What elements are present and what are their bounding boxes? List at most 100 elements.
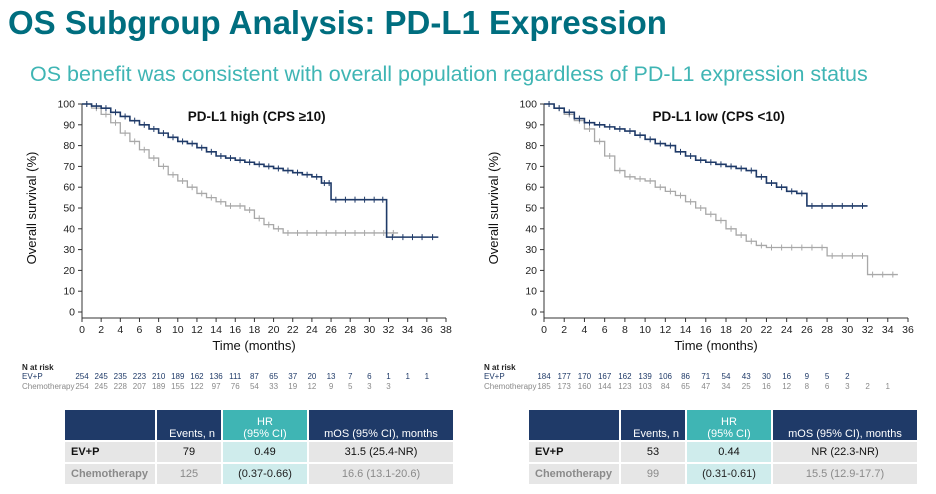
risk-value: 86 bbox=[681, 372, 690, 381]
risk-value: 245 bbox=[94, 372, 108, 381]
risk-value: 84 bbox=[660, 382, 670, 391]
hr-arm: EV+P bbox=[65, 442, 155, 462]
hr-mos: 31.5 (25.4-NR) bbox=[309, 442, 453, 462]
page-title: OS Subgroup Analysis: PD-L1 Expression bbox=[8, 4, 667, 41]
risk-value: 210 bbox=[151, 372, 166, 381]
x-tick-label: 6 bbox=[602, 324, 608, 336]
hr-row-chemo: Chemotherapy 125 (0.37-0.66) 16.6 (13.1-… bbox=[65, 464, 453, 484]
risk-value: 54 bbox=[721, 372, 731, 381]
risk-value: 34 bbox=[721, 382, 731, 391]
risk-value: 8 bbox=[804, 382, 810, 391]
risk-value: 97 bbox=[211, 382, 221, 391]
x-tick-label: 16 bbox=[229, 324, 241, 336]
hr-table-header-row: Events, n HR (95% CI) mOS (95% CI), mont… bbox=[529, 410, 917, 440]
hr-value: 0.49 bbox=[223, 442, 307, 462]
y-tick-label: 80 bbox=[63, 140, 75, 152]
hr-header-mos: mOS (95% CI), months bbox=[309, 410, 453, 440]
y-tick-label: 10 bbox=[525, 286, 537, 298]
x-tick-label: 32 bbox=[383, 324, 395, 336]
x-tick-label: 20 bbox=[740, 324, 752, 336]
risk-value: 185 bbox=[537, 382, 551, 391]
risk-value: 2 bbox=[845, 372, 850, 381]
hr-table-header-row: Events, n HR (95% CI) mOS (95% CI), mont… bbox=[65, 410, 453, 440]
risk-value: 155 bbox=[171, 382, 185, 391]
x-tick-label: 12 bbox=[659, 324, 671, 336]
y-tick-label: 20 bbox=[63, 265, 75, 277]
y-axis-label: Overall survival (%) bbox=[24, 152, 39, 265]
x-tick-label: 4 bbox=[582, 324, 588, 336]
risk-value: 189 bbox=[171, 372, 185, 381]
risk-value: 71 bbox=[701, 372, 711, 381]
y-tick-label: 0 bbox=[69, 307, 75, 319]
risk-value: 3 bbox=[367, 382, 372, 391]
x-tick-label: 28 bbox=[344, 324, 356, 336]
panel-title: PD-L1 high (CPS ≥10) bbox=[188, 109, 326, 124]
risk-value: 2 bbox=[865, 382, 870, 391]
risk-value: 3 bbox=[845, 382, 850, 391]
risk-value: 139 bbox=[638, 372, 652, 381]
hr-row-evp: EV+P 79 0.49 31.5 (25.4-NR) bbox=[65, 442, 453, 462]
y-tick-label: 100 bbox=[519, 99, 537, 111]
x-tick-label: 18 bbox=[720, 324, 732, 336]
km-curve-chemotherapy bbox=[544, 103, 898, 276]
x-tick-label: 0 bbox=[541, 324, 547, 336]
hr-table-pdl1-low: Events, n HR (95% CI) mOS (95% CI), mont… bbox=[527, 408, 919, 486]
x-tick-label: 2 bbox=[561, 324, 567, 336]
x-tick-label: 10 bbox=[639, 324, 651, 336]
y-tick-label: 90 bbox=[63, 119, 75, 131]
x-tick-label: 34 bbox=[402, 324, 414, 336]
risk-heading: N at risk bbox=[22, 363, 54, 372]
risk-value: 54 bbox=[249, 382, 259, 391]
hr-ci: (0.31-0.61) bbox=[687, 464, 771, 484]
x-tick-label: 16 bbox=[700, 324, 712, 336]
x-tick-label: 38 bbox=[440, 324, 452, 336]
risk-value: 65 bbox=[681, 382, 690, 391]
y-tick-label: 50 bbox=[63, 203, 75, 215]
risk-value: 170 bbox=[577, 372, 592, 381]
x-tick-label: 26 bbox=[801, 324, 813, 336]
risk-row-label: EV+P bbox=[484, 372, 505, 381]
risk-value: 19 bbox=[288, 382, 298, 391]
hr-events: 53 bbox=[621, 442, 685, 462]
hr-arm: Chemotherapy bbox=[65, 464, 155, 484]
risk-value: 43 bbox=[741, 372, 751, 381]
x-axis-label: Time (months) bbox=[212, 338, 295, 353]
risk-table-pdl1-high: N at risk EV+P 254 245 235 223 210 189 162 136 11… bbox=[22, 363, 462, 395]
risk-value: 207 bbox=[132, 382, 147, 391]
x-tick-label: 22 bbox=[761, 324, 773, 336]
y-tick-label: 10 bbox=[63, 286, 75, 298]
risk-value: 144 bbox=[597, 382, 612, 391]
risk-value: 189 bbox=[151, 382, 166, 391]
risk-value: 9 bbox=[804, 372, 810, 381]
y-tick-label: 60 bbox=[525, 182, 537, 194]
risk-value: 173 bbox=[557, 382, 571, 391]
risk-row-label: EV+P bbox=[22, 372, 43, 381]
hr-mos: 15.5 (12.9-17.7) bbox=[773, 464, 917, 484]
risk-value: 162 bbox=[618, 372, 632, 381]
risk-row-label: Chemotherapy bbox=[484, 382, 537, 391]
hr-header-events: Events, n bbox=[157, 410, 221, 440]
hr-arm: EV+P bbox=[529, 442, 619, 462]
x-tick-label: 18 bbox=[249, 324, 261, 336]
x-tick-label: 8 bbox=[156, 324, 162, 336]
risk-value: 30 bbox=[761, 372, 771, 381]
risk-value: 254 bbox=[75, 382, 89, 391]
risk-value: 13 bbox=[326, 372, 336, 381]
risk-value: 122 bbox=[190, 382, 204, 391]
risk-value: 5 bbox=[824, 372, 830, 381]
hr-ci: (0.37-0.66) bbox=[223, 464, 307, 484]
x-tick-label: 0 bbox=[79, 324, 85, 336]
x-tick-label: 14 bbox=[210, 324, 222, 336]
y-tick-label: 40 bbox=[525, 223, 537, 235]
x-tick-label: 34 bbox=[882, 324, 894, 336]
x-tick-label: 2 bbox=[98, 324, 104, 336]
hr-header-hr: HR (95% CI) bbox=[687, 410, 771, 440]
y-tick-label: 100 bbox=[57, 99, 75, 111]
hr-row-chemo: Chemotherapy 99 (0.31-0.61) 15.5 (12.9-1… bbox=[529, 464, 917, 484]
y-tick-label: 40 bbox=[63, 223, 75, 235]
x-tick-label: 6 bbox=[137, 324, 143, 336]
risk-value: 1 bbox=[885, 382, 890, 391]
risk-value: 167 bbox=[597, 372, 612, 381]
risk-value: 254 bbox=[75, 372, 89, 381]
